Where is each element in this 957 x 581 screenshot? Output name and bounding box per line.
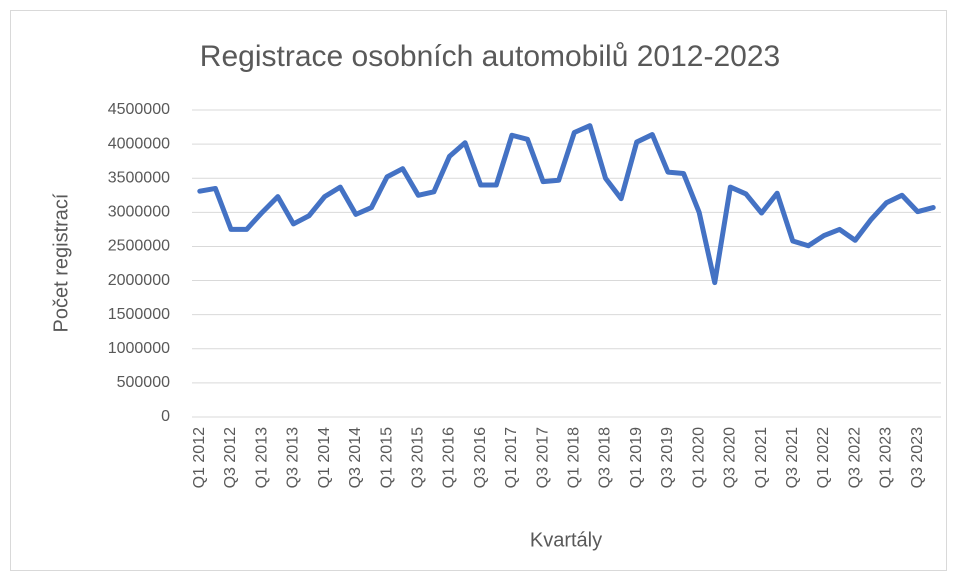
x-tick-label: Q1 2013 [253,427,270,488]
y-tick-label: 1000000 [108,340,170,357]
x-tick-label: Q1 2021 [753,427,770,488]
x-tick-label: Q1 2012 [191,427,208,488]
x-tick-label: Q1 2017 [503,427,520,488]
x-tick-label: Q3 2012 [222,427,239,488]
x-axis-label: Kvartály [530,529,602,551]
x-tick-label: Q1 2018 [566,427,583,488]
x-tick-label: Q3 2017 [534,427,551,488]
y-tick-label: 3000000 [108,204,170,221]
y-tick-label: 3500000 [108,169,170,186]
x-tick-label: Q3 2019 [659,427,676,488]
chart-frame [10,10,947,571]
y-tick-label: 0 [161,408,170,425]
y-tick-label: 500000 [117,374,170,391]
x-tick-label: Q3 2016 [472,427,489,488]
x-tick-label: Q1 2016 [441,427,458,488]
x-tick-label: Q3 2014 [347,427,364,488]
x-tick-label: Q3 2021 [784,427,801,488]
x-tick-label: Q1 2022 [815,427,832,488]
x-tick-label: Q3 2022 [846,427,863,488]
x-tick-label: Q3 2013 [285,427,302,488]
x-tick-label: Q3 2018 [597,427,614,488]
y-tick-label: 2000000 [108,272,170,289]
x-tick-label: Q3 2015 [409,427,426,488]
x-tick-label: Q1 2020 [690,427,707,488]
y-tick-label: 1500000 [108,306,170,323]
x-tick-label: Q1 2023 [878,427,895,488]
x-tick-label: Q3 2023 [909,427,926,488]
y-tick-label: 4500000 [108,101,170,118]
x-tick-label: Q3 2020 [722,427,739,488]
x-tick-label: Q1 2019 [628,427,645,488]
x-tick-label: Q1 2014 [316,427,333,488]
y-axis-label: Počet registrací [50,193,72,332]
data-line [197,123,936,286]
y-tick-label: 2500000 [108,238,170,255]
y-tick-label: 4000000 [108,135,170,152]
x-tick-label: Q1 2015 [378,427,395,488]
chart-title: Registrace osobních automobilů 2012-2023 [200,40,780,73]
